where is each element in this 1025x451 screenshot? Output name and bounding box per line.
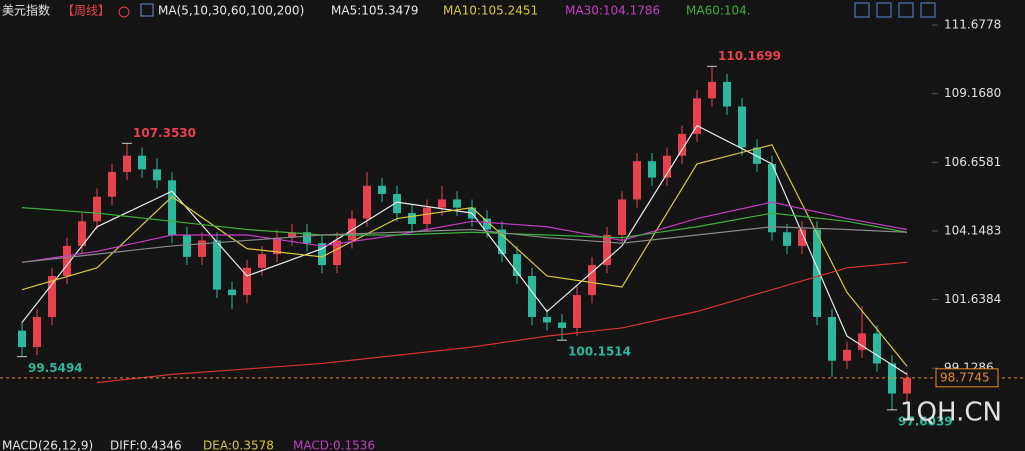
candle-body bbox=[663, 155, 671, 178]
candle-body bbox=[213, 240, 221, 290]
candle-body bbox=[528, 275, 536, 317]
legend-entry: MA10:105.2451 bbox=[443, 4, 538, 18]
ma-line bbox=[21, 226, 908, 263]
candle-body bbox=[438, 199, 446, 208]
ma-line bbox=[21, 201, 908, 263]
ma-line bbox=[21, 124, 908, 375]
candle-body bbox=[18, 330, 26, 348]
candle-body bbox=[78, 221, 86, 246]
candle-body bbox=[573, 295, 581, 328]
candle-body bbox=[708, 81, 716, 99]
y-tick-label: 109.1680 bbox=[944, 86, 1001, 100]
candle-body bbox=[423, 207, 431, 225]
annotation-label: 99.5494 bbox=[28, 361, 83, 375]
candle-body bbox=[168, 180, 176, 235]
candle-body bbox=[33, 316, 41, 348]
candle-body bbox=[678, 133, 686, 156]
chart-title: 美元指数 bbox=[2, 3, 50, 18]
candle-body bbox=[858, 333, 866, 350]
tool-button[interactable] bbox=[920, 2, 936, 18]
candle-body bbox=[543, 316, 551, 323]
period: 【周线】 bbox=[62, 4, 110, 18]
candle-body bbox=[633, 161, 641, 200]
macd-diff: DIFF:0.4346 bbox=[110, 439, 182, 451]
candle-body bbox=[603, 234, 611, 266]
watermark: 1QH.CN bbox=[900, 398, 1002, 428]
candle-body bbox=[48, 275, 56, 317]
candle-body bbox=[243, 267, 251, 296]
candle-body bbox=[723, 81, 731, 107]
ma-line bbox=[21, 207, 908, 239]
candle-body bbox=[318, 243, 326, 266]
candle-body bbox=[813, 229, 821, 317]
legend-entry: MA30:104.1786 bbox=[565, 4, 660, 18]
tool-button[interactable] bbox=[898, 2, 914, 18]
toolbar bbox=[854, 2, 936, 18]
annotation-label: 110.1699 bbox=[718, 49, 781, 63]
candle-body bbox=[903, 377, 911, 394]
candle-body bbox=[498, 229, 506, 255]
legend-entry: MA5:105.3479 bbox=[331, 4, 419, 18]
candle-body bbox=[303, 232, 311, 244]
candle-body bbox=[768, 163, 776, 233]
last-price-label: 98.7745 bbox=[940, 370, 990, 384]
annotation-label: 100.1514 bbox=[568, 345, 631, 359]
candle-body bbox=[798, 229, 806, 246]
candle-body bbox=[783, 232, 791, 246]
candle-body bbox=[363, 185, 371, 219]
tool-button[interactable] bbox=[876, 2, 892, 18]
candle-body bbox=[513, 254, 521, 276]
candle-body bbox=[483, 218, 491, 230]
candle-body bbox=[843, 349, 851, 361]
candle-body bbox=[648, 161, 656, 178]
candle-body bbox=[288, 232, 296, 238]
candle-body bbox=[228, 289, 236, 296]
ma-line bbox=[96, 261, 908, 384]
y-tick-label: 106.6581 bbox=[944, 155, 1001, 169]
macd-title: MACD(26,12,9) bbox=[2, 439, 93, 451]
candle-body bbox=[378, 185, 386, 194]
annotation-label: 107.3530 bbox=[133, 126, 196, 140]
candle-body bbox=[198, 240, 206, 257]
ma-line bbox=[21, 144, 908, 367]
candle-body bbox=[738, 106, 746, 148]
candle-body bbox=[393, 193, 401, 214]
tool-button[interactable] bbox=[854, 2, 870, 18]
ma-title: MA(5,10,30,60,100,200) bbox=[158, 4, 304, 18]
y-tick-label: 104.1483 bbox=[944, 223, 1001, 237]
candle-body bbox=[93, 196, 101, 222]
candle-body bbox=[693, 98, 701, 134]
legend-entry: MA60:104. bbox=[686, 4, 751, 18]
candle-body bbox=[183, 234, 191, 257]
candle-body bbox=[273, 237, 281, 255]
candle-body bbox=[408, 213, 416, 225]
macd-value: MACD:0.1536 bbox=[293, 439, 375, 451]
candle-body bbox=[153, 169, 161, 181]
candle-body bbox=[873, 333, 881, 364]
candle-body bbox=[333, 240, 341, 266]
candle-body bbox=[63, 245, 71, 276]
annotation-label: 97.6039 bbox=[898, 414, 953, 428]
candle-body bbox=[258, 254, 266, 268]
candle-body bbox=[828, 316, 836, 361]
candle-body bbox=[138, 155, 146, 170]
add-icon[interactable] bbox=[118, 6, 130, 18]
candle-body bbox=[108, 172, 116, 197]
y-tick-label: 101.6384 bbox=[944, 292, 1001, 306]
candle-body bbox=[558, 322, 566, 328]
macd-dea: DEA:0.3578 bbox=[203, 439, 274, 451]
candle-body bbox=[618, 199, 626, 235]
last-price-tag bbox=[935, 368, 999, 388]
candle-body bbox=[888, 363, 896, 394]
ma-icon[interactable] bbox=[140, 3, 154, 17]
candle-body bbox=[123, 155, 131, 173]
candle-body bbox=[453, 199, 461, 208]
candle-body bbox=[588, 265, 596, 296]
y-tick-label: 111.6778 bbox=[944, 18, 1001, 32]
